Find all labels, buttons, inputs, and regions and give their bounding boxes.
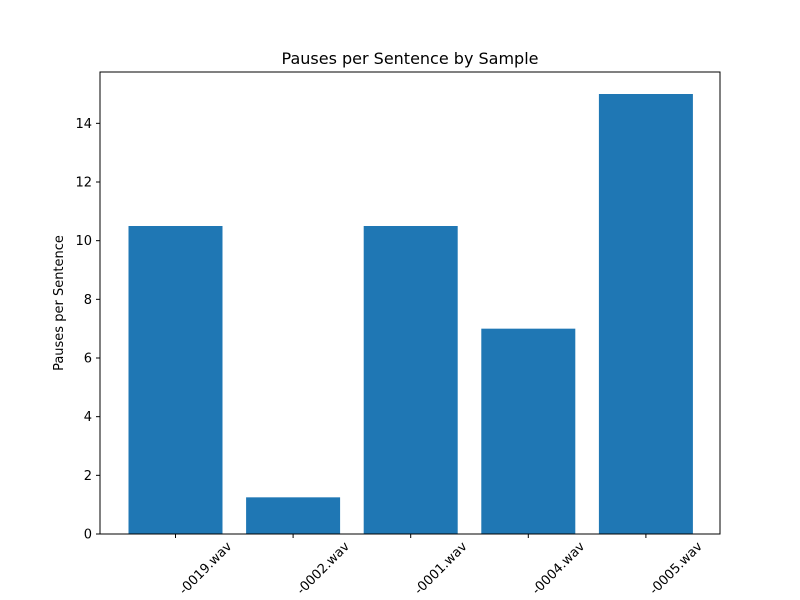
bar-4 xyxy=(481,328,576,534)
bar-2 xyxy=(246,497,341,534)
x-tick-label-1: -0019.wav xyxy=(176,539,235,598)
bar-3 xyxy=(363,226,458,534)
y-tick-label-4: 4 xyxy=(84,410,92,425)
y-tick-label-10: 10 xyxy=(75,234,92,249)
bar-1 xyxy=(128,226,223,534)
y-tick-label-14: 14 xyxy=(75,117,92,132)
bar-5 xyxy=(598,94,693,534)
y-tick-label-0: 0 xyxy=(84,528,92,543)
bars xyxy=(128,94,693,534)
x-tick-label-5: -0005.wav xyxy=(647,539,706,598)
y-axis-label: Pauses per Sentence xyxy=(52,235,67,371)
x-axis: -0019.wav -0002.wav -0001.wav -0004.wav -000… xyxy=(175,534,706,598)
plot-frame xyxy=(99,71,721,535)
x-tick-label-4: -0004.wav xyxy=(529,539,588,598)
y-tick-label-12: 12 xyxy=(75,176,92,191)
y-tick-label-2: 2 xyxy=(84,469,92,484)
x-tick-label-2: -0002.wav xyxy=(294,539,353,598)
y-axis: 0 2 4 6 8 10 12 14 xyxy=(75,117,100,543)
x-tick-label-3: -0001.wav xyxy=(412,539,471,598)
chart-title: Pauses per Sentence by Sample xyxy=(282,49,539,68)
y-tick-label-6: 6 xyxy=(84,352,92,367)
y-tick-label-8: 8 xyxy=(84,293,92,308)
